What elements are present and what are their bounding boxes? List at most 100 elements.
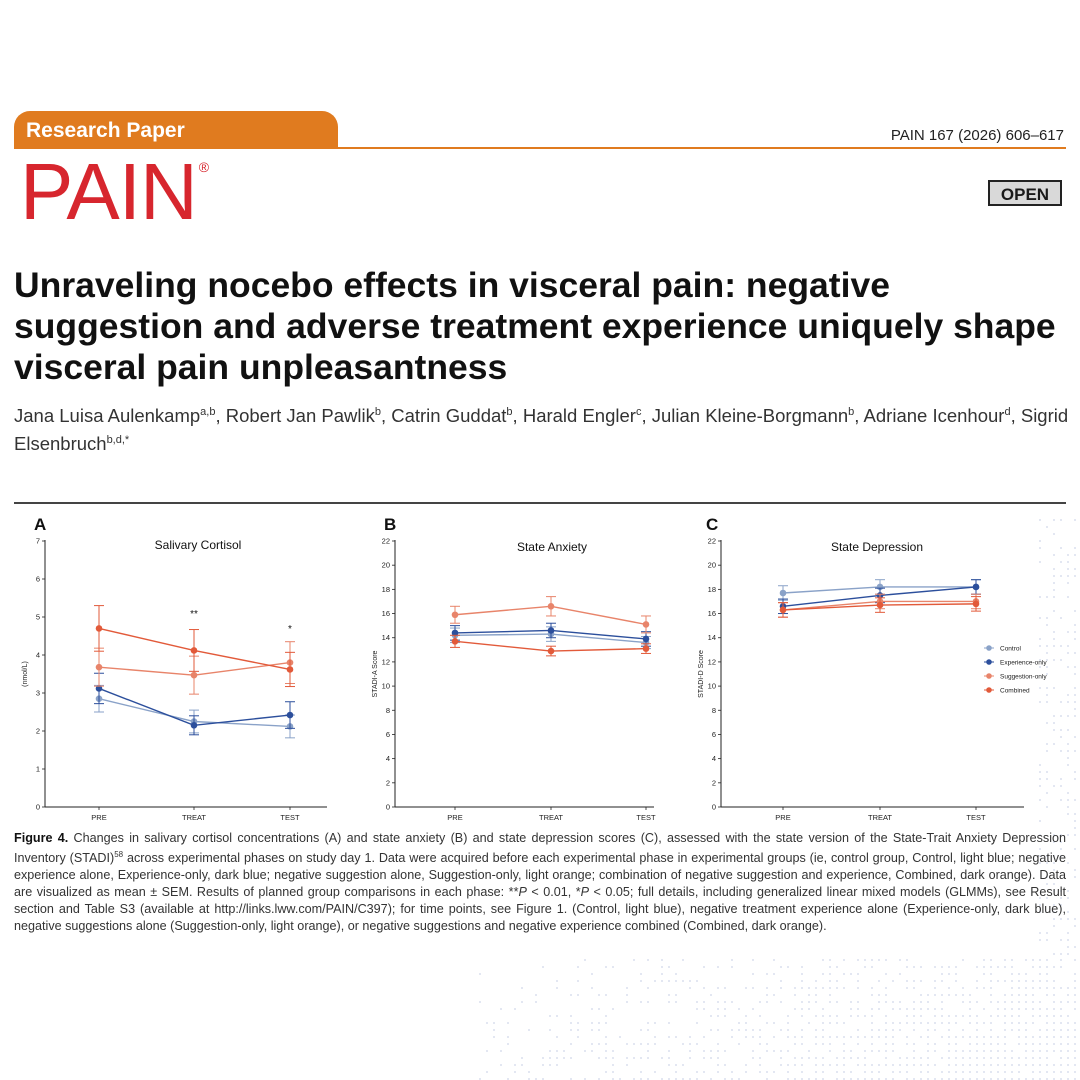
- data-point-experience: [548, 627, 555, 634]
- author-affiliation: a,b: [200, 406, 215, 418]
- open-access-badge: OPEN: [988, 180, 1062, 206]
- legend-marker: [986, 645, 992, 651]
- data-point-suggestion: [191, 672, 198, 679]
- y-tick-label: 4: [712, 754, 716, 763]
- y-tick-label: 8: [712, 706, 716, 715]
- y-tick-label: 12: [708, 657, 716, 666]
- y-tick-label: 2: [386, 778, 390, 787]
- data-point-experience: [973, 584, 980, 591]
- y-tick-label: 4: [386, 754, 390, 763]
- data-point-combined: [780, 607, 787, 614]
- legend-entry: Experience-only: [1000, 659, 1047, 666]
- data-point-experience: [643, 636, 650, 643]
- chart-panel-c: C State Depression 0 2 4 6 8 10 12 14 16 18 20 22 PRE T…: [698, 515, 1047, 822]
- y-tick-label: 2: [36, 727, 40, 736]
- y-tick-label: 18: [382, 585, 390, 594]
- chart-title: State Anxiety: [517, 540, 587, 554]
- x-tick-label: TEST: [966, 813, 986, 822]
- y-tick-label: 16: [708, 609, 716, 618]
- y-tick-label: 12: [382, 657, 390, 666]
- journal-logo: PAIN ®: [20, 152, 208, 232]
- caption-p-symbol-1: P: [518, 885, 526, 899]
- author-affiliation: b,d,*: [107, 434, 130, 446]
- article-type-label: Research Paper: [26, 119, 185, 143]
- y-tick-label: 0: [712, 803, 716, 812]
- y-tick-label: 1: [36, 765, 40, 774]
- legend-marker: [986, 687, 992, 693]
- caption-p-symbol-2: P: [581, 885, 589, 899]
- x-tick-label: TEST: [636, 813, 656, 822]
- y-axis-label: STADI-D Score: [698, 650, 705, 698]
- x-tick-label: TREAT: [539, 813, 563, 822]
- legend-marker: [986, 659, 992, 665]
- figure-4: ASalivary Cortisol01234567PRE TREAT TEST(n…: [14, 510, 1066, 828]
- x-tick-label: TREAT: [868, 813, 892, 822]
- y-tick-label: 6: [712, 730, 716, 739]
- panel-label: B: [384, 515, 396, 534]
- y-tick-label: 4: [36, 651, 40, 660]
- journal-citation: PAIN 167 (2026) 606–617: [891, 127, 1064, 144]
- significance-marker: **: [190, 609, 198, 620]
- y-tick-label: 22: [708, 537, 716, 546]
- x-tick-label: PRE: [447, 813, 462, 822]
- author-name: Julian Kleine-Borgmann: [652, 405, 848, 426]
- caption-text-3: < 0.01, *: [527, 885, 581, 899]
- y-tick-label: 10: [382, 682, 390, 691]
- y-tick-label: 5: [36, 613, 40, 622]
- chart-panel-a: A Salivary Cortisol 0 1 2 3 4 5 6 7 PRE TREAT TEST (n…: [22, 515, 327, 822]
- author-affiliation: c: [636, 406, 642, 418]
- data-point-suggestion: [548, 603, 555, 610]
- y-tick-label: 22: [382, 537, 390, 546]
- y-tick-label: 7: [36, 537, 40, 546]
- y-tick-label: 14: [382, 633, 390, 642]
- data-point-suggestion: [643, 621, 650, 628]
- data-point-suggestion: [96, 664, 103, 671]
- legend-entry: Combined: [1000, 687, 1030, 694]
- data-point-combined: [287, 666, 294, 673]
- legend-marker: [986, 673, 992, 679]
- y-tick-label: 18: [708, 585, 716, 594]
- x-tick-label: TREAT: [182, 813, 206, 822]
- article-title: Unraveling nocebo effects in visceral pa…: [14, 265, 1074, 388]
- author-name: Harald Engler: [523, 405, 636, 426]
- author-name: Robert Jan Pawlik: [226, 405, 375, 426]
- author-list: Jana Luisa Aulenkampa,b, Robert Jan Pawl…: [14, 400, 1074, 456]
- author-name: Catrin Guddat: [391, 405, 506, 426]
- author-name: Adriane Icenhour: [864, 405, 1005, 426]
- author-affiliation: b: [375, 406, 381, 418]
- x-tick-label: PRE: [775, 813, 790, 822]
- y-tick-label: 20: [708, 561, 716, 570]
- chart-title: Salivary Cortisol: [155, 538, 242, 552]
- chart-title: State Depression: [831, 540, 923, 554]
- data-point-combined: [643, 645, 650, 652]
- y-tick-label: 20: [382, 561, 390, 570]
- panel-label: A: [34, 515, 46, 534]
- figure-caption: Figure 4. Changes in salivary cortisol c…: [14, 830, 1066, 935]
- legend-entry: Control: [1000, 645, 1022, 652]
- legend-entry: Suggestion-only: [1000, 673, 1047, 680]
- author-affiliation: b: [506, 406, 512, 418]
- caption-label: Figure 4.: [14, 831, 68, 845]
- data-point-control: [780, 590, 787, 597]
- data-point-experience: [287, 712, 294, 719]
- data-point-combined: [548, 648, 555, 655]
- chart-panel-b: B State Anxiety 0 2 4 6 8 10 12 14 16 18 20 22 PRE TREA…: [372, 515, 656, 822]
- y-axis-label: (nmol/L): [22, 661, 29, 687]
- y-tick-label: 8: [386, 706, 390, 715]
- journal-name: PAIN: [20, 147, 197, 236]
- caption-reference: 58: [114, 850, 123, 859]
- y-tick-label: 2: [712, 778, 716, 787]
- significance-marker: *: [288, 624, 292, 635]
- y-tick-label: 0: [386, 803, 390, 812]
- data-point-suggestion: [452, 611, 459, 618]
- figure-divider: [14, 502, 1066, 504]
- data-point-combined: [973, 601, 980, 608]
- data-point-experience: [191, 722, 198, 729]
- y-tick-label: 3: [36, 689, 40, 698]
- x-tick-label: TEST: [280, 813, 300, 822]
- author-affiliation: d: [1004, 406, 1010, 418]
- y-tick-label: 6: [36, 575, 40, 584]
- data-point-combined: [877, 602, 884, 609]
- registered-mark: ®: [199, 159, 208, 175]
- data-point-combined: [452, 638, 459, 645]
